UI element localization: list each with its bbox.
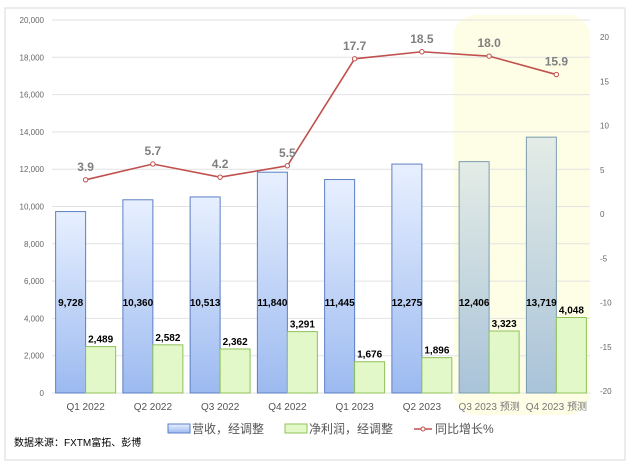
x-tick-label: Q3 2023 预测 <box>459 400 520 413</box>
growth-point <box>217 174 223 180</box>
right-tick-label: 15 <box>600 77 609 86</box>
bar-label-profit: 3,323 <box>492 319 517 330</box>
bar-label-profit: 3,291 <box>290 320 315 331</box>
right-tick-label: -20 <box>600 387 612 396</box>
growth-label: 5.5 <box>279 146 296 160</box>
bar-label-revenue: 13,719 <box>526 298 557 309</box>
right-tick-label: 20 <box>600 33 609 42</box>
growth-label: 5.7 <box>145 144 162 158</box>
left-tick-label: 18,000 <box>20 53 45 62</box>
left-tick-label: 10,000 <box>20 203 45 212</box>
bar-label-revenue: 10,513 <box>190 298 221 309</box>
left-tick-label: 14,000 <box>20 128 45 137</box>
bar-profit <box>421 357 453 394</box>
left-tick-label: 16,000 <box>20 91 45 100</box>
left-tick-label: 20,000 <box>20 16 45 25</box>
bar-revenue <box>256 171 288 394</box>
bar-label-revenue: 12,406 <box>459 298 490 309</box>
bar-profit <box>219 348 251 394</box>
bar-profit <box>152 344 184 394</box>
legend-label-growth: 同比增长% <box>435 422 494 436</box>
bar-revenue <box>391 163 423 394</box>
bar-profit <box>488 330 520 394</box>
x-tick-label: Q2 2022 <box>134 402 173 413</box>
growth-point <box>150 161 156 167</box>
left-tick-label: 6,000 <box>24 277 45 286</box>
growth-point <box>419 49 425 55</box>
legend-marker-growth <box>420 426 426 432</box>
left-tick-label: 0 <box>40 389 45 398</box>
x-tick-label: Q1 2023 <box>335 402 374 413</box>
bar-label-profit: 4,048 <box>559 306 584 317</box>
right-tick-label: -15 <box>600 343 612 352</box>
bar-profit <box>555 317 587 394</box>
bar-label-revenue: 9,728 <box>58 298 83 309</box>
x-tick-label: Q4 2022 <box>268 402 307 413</box>
legend-swatch-profit <box>284 423 308 434</box>
growth-label: 18.0 <box>477 36 501 50</box>
bar-label-revenue: 10,360 <box>123 298 154 309</box>
x-tick-label: Q2 2023 <box>403 402 442 413</box>
bar-label-profit: 1,676 <box>357 350 382 361</box>
growth-point <box>82 177 89 183</box>
growth-line <box>85 50 557 181</box>
bar-revenue <box>324 179 356 394</box>
growth-label: 3.9 <box>77 160 94 174</box>
legend-label-profit: 净利润，经调整 <box>309 421 393 436</box>
left-tick-label: 2,000 <box>24 352 45 361</box>
bar-label-profit: 2,362 <box>223 337 248 348</box>
bar-profit <box>354 361 386 394</box>
growth-point <box>351 56 358 62</box>
x-tick-label: Q1 2022 <box>66 402 105 413</box>
left-tick-label: 12,000 <box>20 165 45 174</box>
right-tick-label: -5 <box>600 254 608 263</box>
left-tick-label: 4,000 <box>24 314 45 323</box>
growth-label: 4.2 <box>212 157 229 171</box>
right-tick-label: -10 <box>600 299 612 308</box>
bar-label-profit: 2,582 <box>155 333 180 344</box>
bar-revenue <box>55 211 87 394</box>
right-tick-label: 10 <box>600 122 609 131</box>
legend: 营收，经调整 净利润，经调整 同比增长% <box>167 421 494 436</box>
right-tick-label: 5 <box>600 166 605 175</box>
bar-label-revenue: 11,840 <box>257 298 287 309</box>
bar-revenue <box>458 161 490 394</box>
bar-label-profit: 2,489 <box>88 335 113 346</box>
bar-label-profit: 1,896 <box>424 346 449 357</box>
growth-point <box>486 53 492 59</box>
bar-label-revenue: 12,275 <box>392 298 423 309</box>
bar-revenue <box>525 136 557 394</box>
legend-label-revenue: 营收，经调整 <box>192 421 264 436</box>
growth-label: 17.7 <box>343 39 367 53</box>
bar-label-revenue: 11,445 <box>325 298 355 309</box>
growth-label: 18.5 <box>410 32 434 46</box>
x-tick-label: Q3 2022 <box>201 402 240 413</box>
left-tick-label: 8,000 <box>24 240 45 249</box>
right-tick-label: 0 <box>600 210 605 219</box>
growth-point <box>284 163 291 169</box>
bar-profit <box>286 331 318 394</box>
x-tick-label: Q4 2023 预测 <box>526 400 587 413</box>
growth-point <box>553 71 560 78</box>
growth-label: 15.9 <box>545 55 569 69</box>
bar-revenue <box>189 196 221 394</box>
bar-profit <box>85 346 117 394</box>
legend-swatch-revenue <box>167 423 191 434</box>
bar-revenue <box>122 199 154 394</box>
source-note: 数据来源：FXTM富拓、彭博 <box>14 436 141 449</box>
